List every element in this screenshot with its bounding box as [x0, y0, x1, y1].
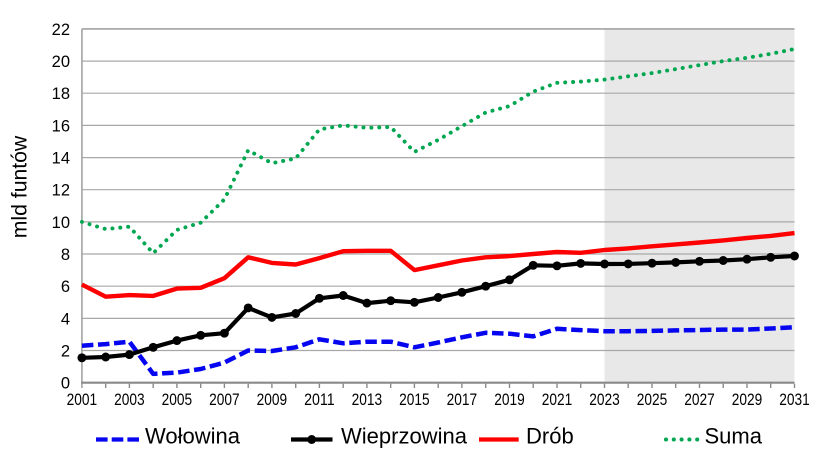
svg-text:4: 4 — [61, 310, 70, 328]
svg-text:mld funtów: mld funtów — [9, 135, 32, 238]
svg-text:2011: 2011 — [304, 390, 335, 409]
svg-text:2017: 2017 — [447, 390, 478, 409]
svg-text:2023: 2023 — [589, 390, 620, 409]
svg-text:2015: 2015 — [399, 390, 430, 409]
svg-text:16: 16 — [52, 117, 70, 135]
svg-text:2005: 2005 — [162, 390, 193, 409]
svg-text:20: 20 — [52, 53, 70, 71]
svg-text:Wieprzowina: Wieprzowina — [341, 424, 468, 449]
svg-text:Drób: Drób — [526, 424, 574, 449]
svg-text:2001: 2001 — [67, 390, 98, 409]
svg-text:18: 18 — [52, 85, 70, 103]
svg-text:14: 14 — [52, 149, 70, 167]
svg-text:2003: 2003 — [114, 390, 145, 409]
svg-text:2007: 2007 — [209, 390, 240, 409]
svg-text:2031: 2031 — [779, 390, 810, 409]
svg-text:Suma: Suma — [705, 424, 763, 449]
svg-text:2009: 2009 — [257, 390, 288, 409]
svg-text:2027: 2027 — [684, 390, 715, 409]
svg-text:2013: 2013 — [352, 390, 383, 409]
svg-text:2025: 2025 — [637, 390, 668, 409]
svg-text:0: 0 — [61, 375, 70, 393]
svg-text:10: 10 — [52, 214, 70, 232]
svg-text:2029: 2029 — [732, 390, 763, 409]
svg-text:2021: 2021 — [542, 390, 573, 409]
svg-text:22: 22 — [52, 21, 70, 39]
svg-text:12: 12 — [52, 182, 70, 200]
svg-text:6: 6 — [61, 278, 70, 296]
svg-text:2: 2 — [61, 342, 70, 360]
svg-text:Wołowina: Wołowina — [145, 424, 241, 449]
svg-text:2019: 2019 — [494, 390, 525, 409]
svg-text:8: 8 — [61, 246, 70, 264]
